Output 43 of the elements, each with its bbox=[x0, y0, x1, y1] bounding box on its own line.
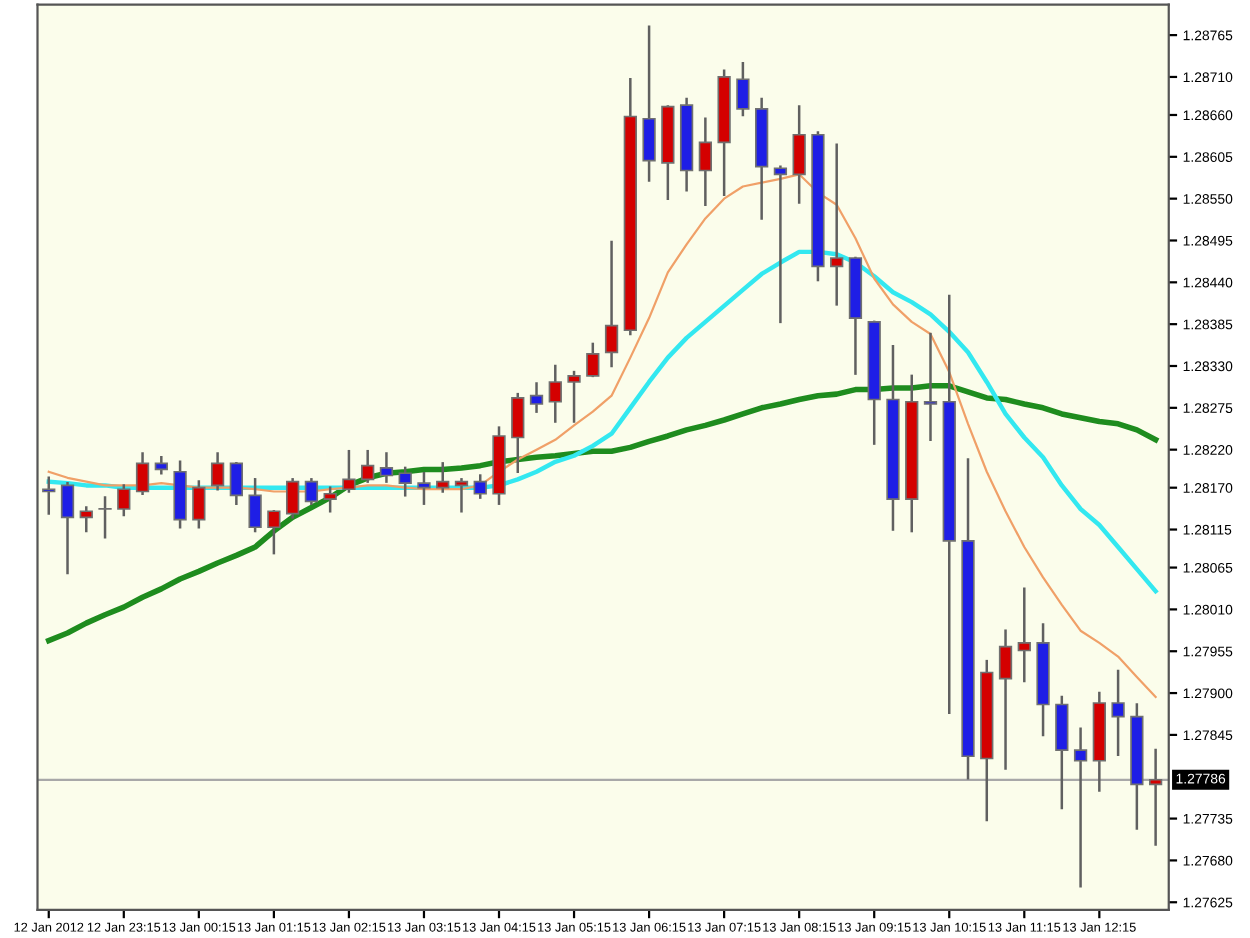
candlestick bbox=[60, 481, 75, 575]
line-series bbox=[46, 249, 1158, 594]
candlestick bbox=[79, 506, 93, 533]
candlestick bbox=[511, 392, 525, 473]
candlestick bbox=[830, 143, 844, 306]
candlestick bbox=[586, 342, 600, 378]
candlestick bbox=[267, 510, 281, 555]
candlestick bbox=[342, 449, 356, 493]
candlestick bbox=[1148, 748, 1163, 846]
candlestick bbox=[304, 478, 319, 505]
candlestick bbox=[192, 480, 206, 529]
candlestick bbox=[567, 370, 581, 423]
candlestick bbox=[998, 629, 1013, 770]
candlestick bbox=[1073, 727, 1088, 888]
candlestick bbox=[98, 496, 112, 539]
candlestick bbox=[698, 117, 713, 206]
candlestick bbox=[773, 165, 788, 324]
candlestick bbox=[736, 62, 750, 117]
candlestick bbox=[417, 472, 431, 505]
line-series bbox=[45, 382, 1159, 644]
candlestick bbox=[642, 25, 656, 182]
candlestick bbox=[1111, 669, 1125, 756]
candlestick bbox=[229, 462, 244, 505]
candlestick bbox=[1017, 587, 1031, 683]
candlestick bbox=[117, 484, 131, 517]
candlestick bbox=[604, 240, 619, 368]
candlestick bbox=[1055, 695, 1069, 810]
candlestick bbox=[529, 382, 544, 413]
candlestick bbox=[923, 332, 938, 442]
candlestick bbox=[210, 452, 225, 491]
candlestick bbox=[792, 105, 806, 204]
candlestick bbox=[548, 364, 562, 423]
candlestick bbox=[361, 449, 375, 483]
candlestick bbox=[248, 478, 262, 533]
candlestick bbox=[379, 452, 394, 483]
candlestick bbox=[473, 474, 487, 499]
candlestick bbox=[323, 486, 337, 513]
candlestick bbox=[173, 460, 187, 529]
candlestick bbox=[436, 462, 450, 493]
candlestick bbox=[285, 478, 300, 519]
candlestick bbox=[454, 478, 469, 513]
candlestick bbox=[135, 452, 150, 496]
candlestick bbox=[398, 466, 412, 497]
